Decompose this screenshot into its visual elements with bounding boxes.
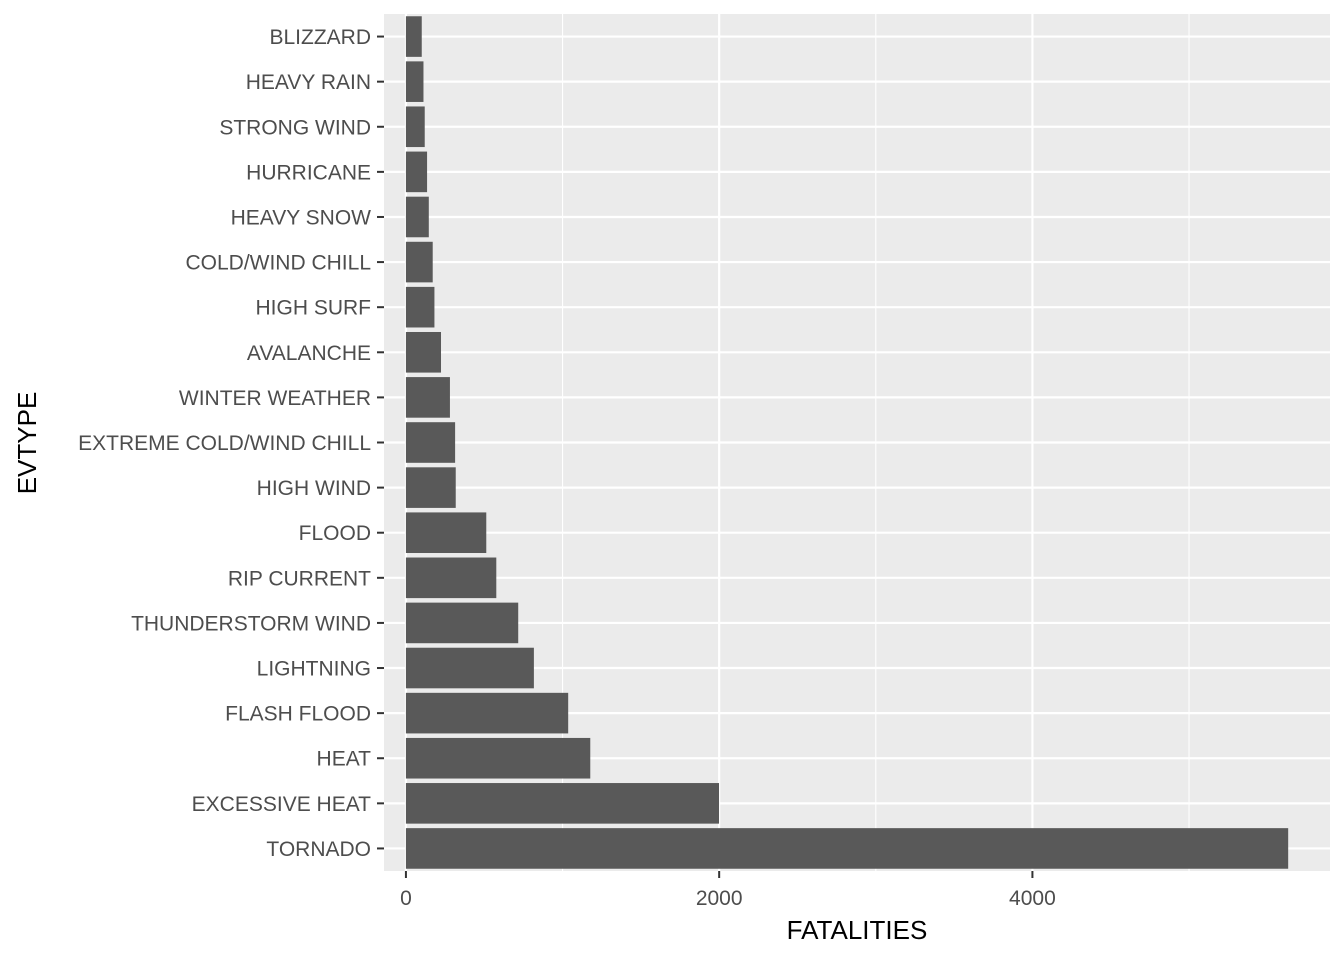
- axes: TORNADO EXCESSIVE HEAT HEAT FLASH FLOOD LIGH…: [78, 26, 1056, 910]
- y-tick-label: HEAVY SNOW: [231, 206, 372, 229]
- y-tick-label: HURRICANE: [246, 161, 371, 184]
- bar-heat: [405, 737, 591, 779]
- bars: [405, 16, 1289, 869]
- bar-tornado: [405, 828, 1289, 869]
- y-tick-label: HIGH WIND: [257, 477, 371, 500]
- bar-lightning: [405, 647, 534, 689]
- bar-flood: [405, 512, 487, 554]
- bar-blizzard: [405, 16, 422, 57]
- x-tick-label: 4000: [1009, 887, 1056, 910]
- y-tick-label: EXCESSIVE HEAT: [192, 793, 372, 816]
- bar-strong-wind: [405, 106, 425, 148]
- bar-excessive-heat: [405, 783, 720, 824]
- y-tick-label: TORNADO: [266, 838, 371, 861]
- bar-rip-current: [405, 557, 497, 599]
- y-tick-label: STRONG WIND: [219, 116, 371, 139]
- bar-hurricane: [405, 151, 428, 193]
- bar-high-surf: [405, 286, 435, 328]
- y-tick-label: FLASH FLOOD: [225, 703, 371, 726]
- y-tick-label: FLOOD: [299, 522, 371, 545]
- y-tick-label: WINTER WEATHER: [179, 387, 371, 410]
- y-tick-label: RIP CURRENT: [228, 567, 371, 590]
- bar-heavy-snow: [405, 196, 429, 238]
- x-axis-title: FATALITIES: [787, 915, 928, 945]
- x-tick-label: 0: [400, 887, 412, 910]
- bar-flash-flood: [405, 692, 569, 734]
- y-axis-title: EVTYPE: [12, 392, 42, 495]
- bar-avalanche: [405, 331, 442, 373]
- bar-extreme-cold-wind-chill: [405, 422, 456, 463]
- bar-high-wind: [405, 467, 456, 508]
- y-tick-label: EXTREME COLD/WIND CHILL: [78, 432, 371, 455]
- y-tick-label: THUNDERSTORM WIND: [131, 612, 371, 635]
- y-tick-label: COLD/WIND CHILL: [185, 252, 371, 275]
- bar-thunderstorm-wind: [405, 602, 519, 644]
- y-tick-label: HIGH SURF: [256, 297, 372, 320]
- y-tick-label: HEAT: [317, 748, 372, 771]
- y-tick-label: AVALANCHE: [247, 342, 371, 365]
- y-tick-label: HEAVY RAIN: [246, 71, 371, 94]
- bar-winter-weather: [405, 377, 450, 418]
- bar-cold-wind-chill: [405, 241, 433, 283]
- x-tick-label: 2000: [696, 887, 743, 910]
- bar-heavy-rain: [405, 61, 424, 102]
- y-tick-label: BLIZZARD: [269, 26, 371, 49]
- y-tick-label: LIGHTNING: [257, 658, 371, 681]
